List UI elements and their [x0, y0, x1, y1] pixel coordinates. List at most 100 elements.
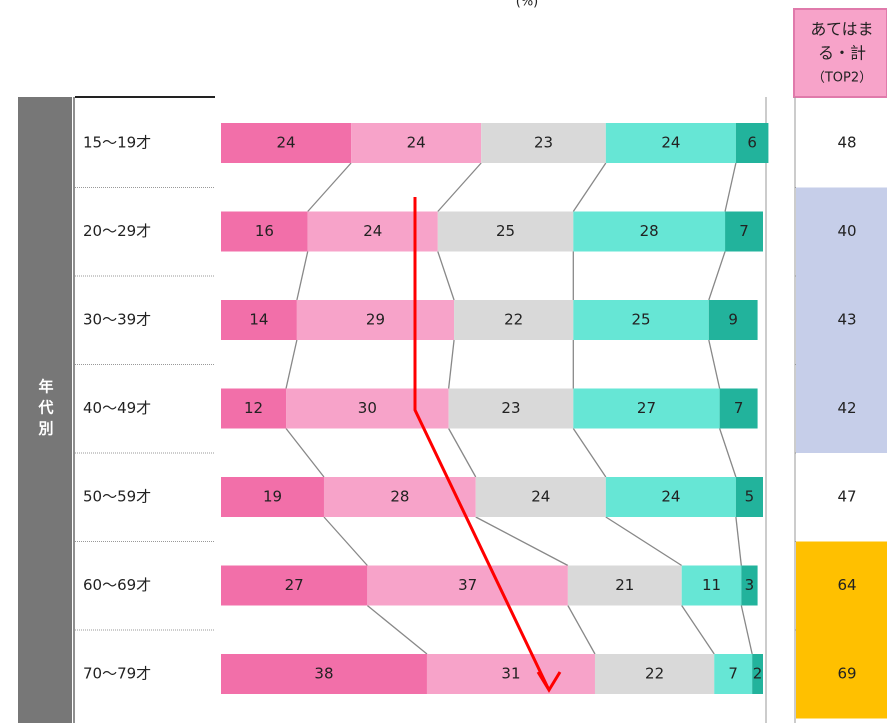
value-label: 16	[255, 222, 274, 240]
bar-segment	[448, 388, 574, 429]
value-label: 23	[501, 399, 520, 417]
top2-header-box	[793, 8, 887, 98]
value-label: 22	[645, 665, 664, 683]
value-label: 24	[531, 488, 550, 506]
connector	[475, 516, 569, 567]
connector	[437, 251, 455, 301]
top2-value: 64	[837, 576, 856, 594]
top2-value: 48	[837, 134, 856, 152]
value-label: 6	[747, 134, 757, 152]
category-label: 40～49才	[83, 399, 151, 417]
bar-segment	[735, 477, 763, 517]
value-label: 28	[390, 488, 409, 506]
bar-segment	[351, 123, 482, 163]
value-label: 24	[661, 134, 680, 152]
bar-segment	[426, 654, 595, 694]
value-label: 27	[637, 399, 656, 417]
top2-cell	[796, 453, 887, 542]
category-label: 70～79才	[83, 665, 151, 683]
category-label: 15～19才	[83, 134, 151, 152]
bar-segment	[605, 477, 736, 517]
bar-segment	[475, 477, 606, 517]
value-label: 31	[501, 665, 520, 683]
value-label: 24	[661, 488, 680, 506]
group-label: 年代別	[37, 378, 55, 442]
top2-value: 40	[837, 222, 856, 240]
connector	[719, 428, 737, 478]
bar-segment	[221, 388, 287, 429]
bar-segment	[221, 477, 324, 517]
bar-segment	[296, 300, 455, 340]
top2-value: 47	[837, 488, 856, 506]
bar-segment	[741, 565, 758, 606]
value-label: 25	[632, 311, 651, 329]
connector	[296, 251, 309, 301]
value-label: 25	[496, 222, 515, 240]
connector	[448, 428, 477, 478]
bar-segment	[735, 123, 769, 163]
top2-header: る・計	[818, 44, 866, 63]
top2-cell	[796, 630, 887, 719]
top2-cell	[796, 99, 887, 188]
top2-cell	[796, 364, 887, 453]
connector	[307, 162, 352, 212]
value-label: 2	[753, 665, 763, 683]
value-label: 3	[745, 576, 755, 594]
value-label: 30	[358, 399, 377, 417]
arrow-head	[536, 671, 562, 693]
value-label: 37	[458, 576, 477, 594]
bar-segment	[594, 654, 715, 694]
bar-segment	[605, 123, 736, 163]
value-label: 38	[314, 665, 333, 683]
bar-segment	[573, 211, 726, 252]
value-label: 19	[263, 488, 282, 506]
connector	[740, 605, 753, 655]
trend-arrow	[413, 197, 550, 689]
bar-segment	[573, 388, 720, 429]
category-label: 60～69才	[83, 576, 151, 594]
connector	[366, 604, 428, 655]
connector	[708, 251, 726, 301]
category-label: 30～39才	[83, 311, 151, 329]
value-label: 24	[363, 222, 382, 240]
value-label: 22	[504, 311, 523, 329]
value-label: 7	[739, 222, 749, 240]
top2-cell	[796, 187, 887, 276]
value-label: 7	[734, 399, 744, 417]
connector	[724, 162, 737, 212]
bar-segment	[752, 654, 763, 694]
top2-value: 42	[837, 399, 856, 417]
bar-segment	[221, 565, 368, 606]
value-label: 14	[249, 311, 268, 329]
connector	[285, 339, 298, 389]
connector	[708, 339, 721, 389]
unit-label: (%)	[516, 0, 539, 10]
bar-segment	[367, 565, 568, 606]
value-label: 21	[615, 576, 634, 594]
connector	[572, 428, 607, 478]
connector	[735, 516, 742, 566]
bar-segment	[719, 388, 758, 429]
bar-segment	[454, 300, 574, 340]
value-label: 11	[702, 576, 721, 594]
value-label: 27	[285, 576, 304, 594]
top2-cell	[796, 276, 887, 365]
top2-cell	[796, 541, 887, 630]
value-label: 7	[728, 665, 738, 683]
bar-segment	[681, 565, 742, 606]
connector	[567, 605, 596, 655]
bar-segment	[437, 211, 574, 252]
connector	[681, 605, 715, 655]
bar-segment	[573, 300, 709, 340]
bar-segment	[221, 654, 427, 694]
value-label: 12	[244, 399, 263, 417]
top2-header: あてはま	[810, 20, 873, 39]
bar-segment	[708, 300, 758, 340]
value-label: 29	[366, 311, 385, 329]
value-label: 5	[745, 488, 755, 506]
connector	[323, 516, 368, 566]
connector	[285, 428, 325, 478]
value-label: 24	[407, 134, 426, 152]
value-label: 9	[728, 311, 738, 329]
